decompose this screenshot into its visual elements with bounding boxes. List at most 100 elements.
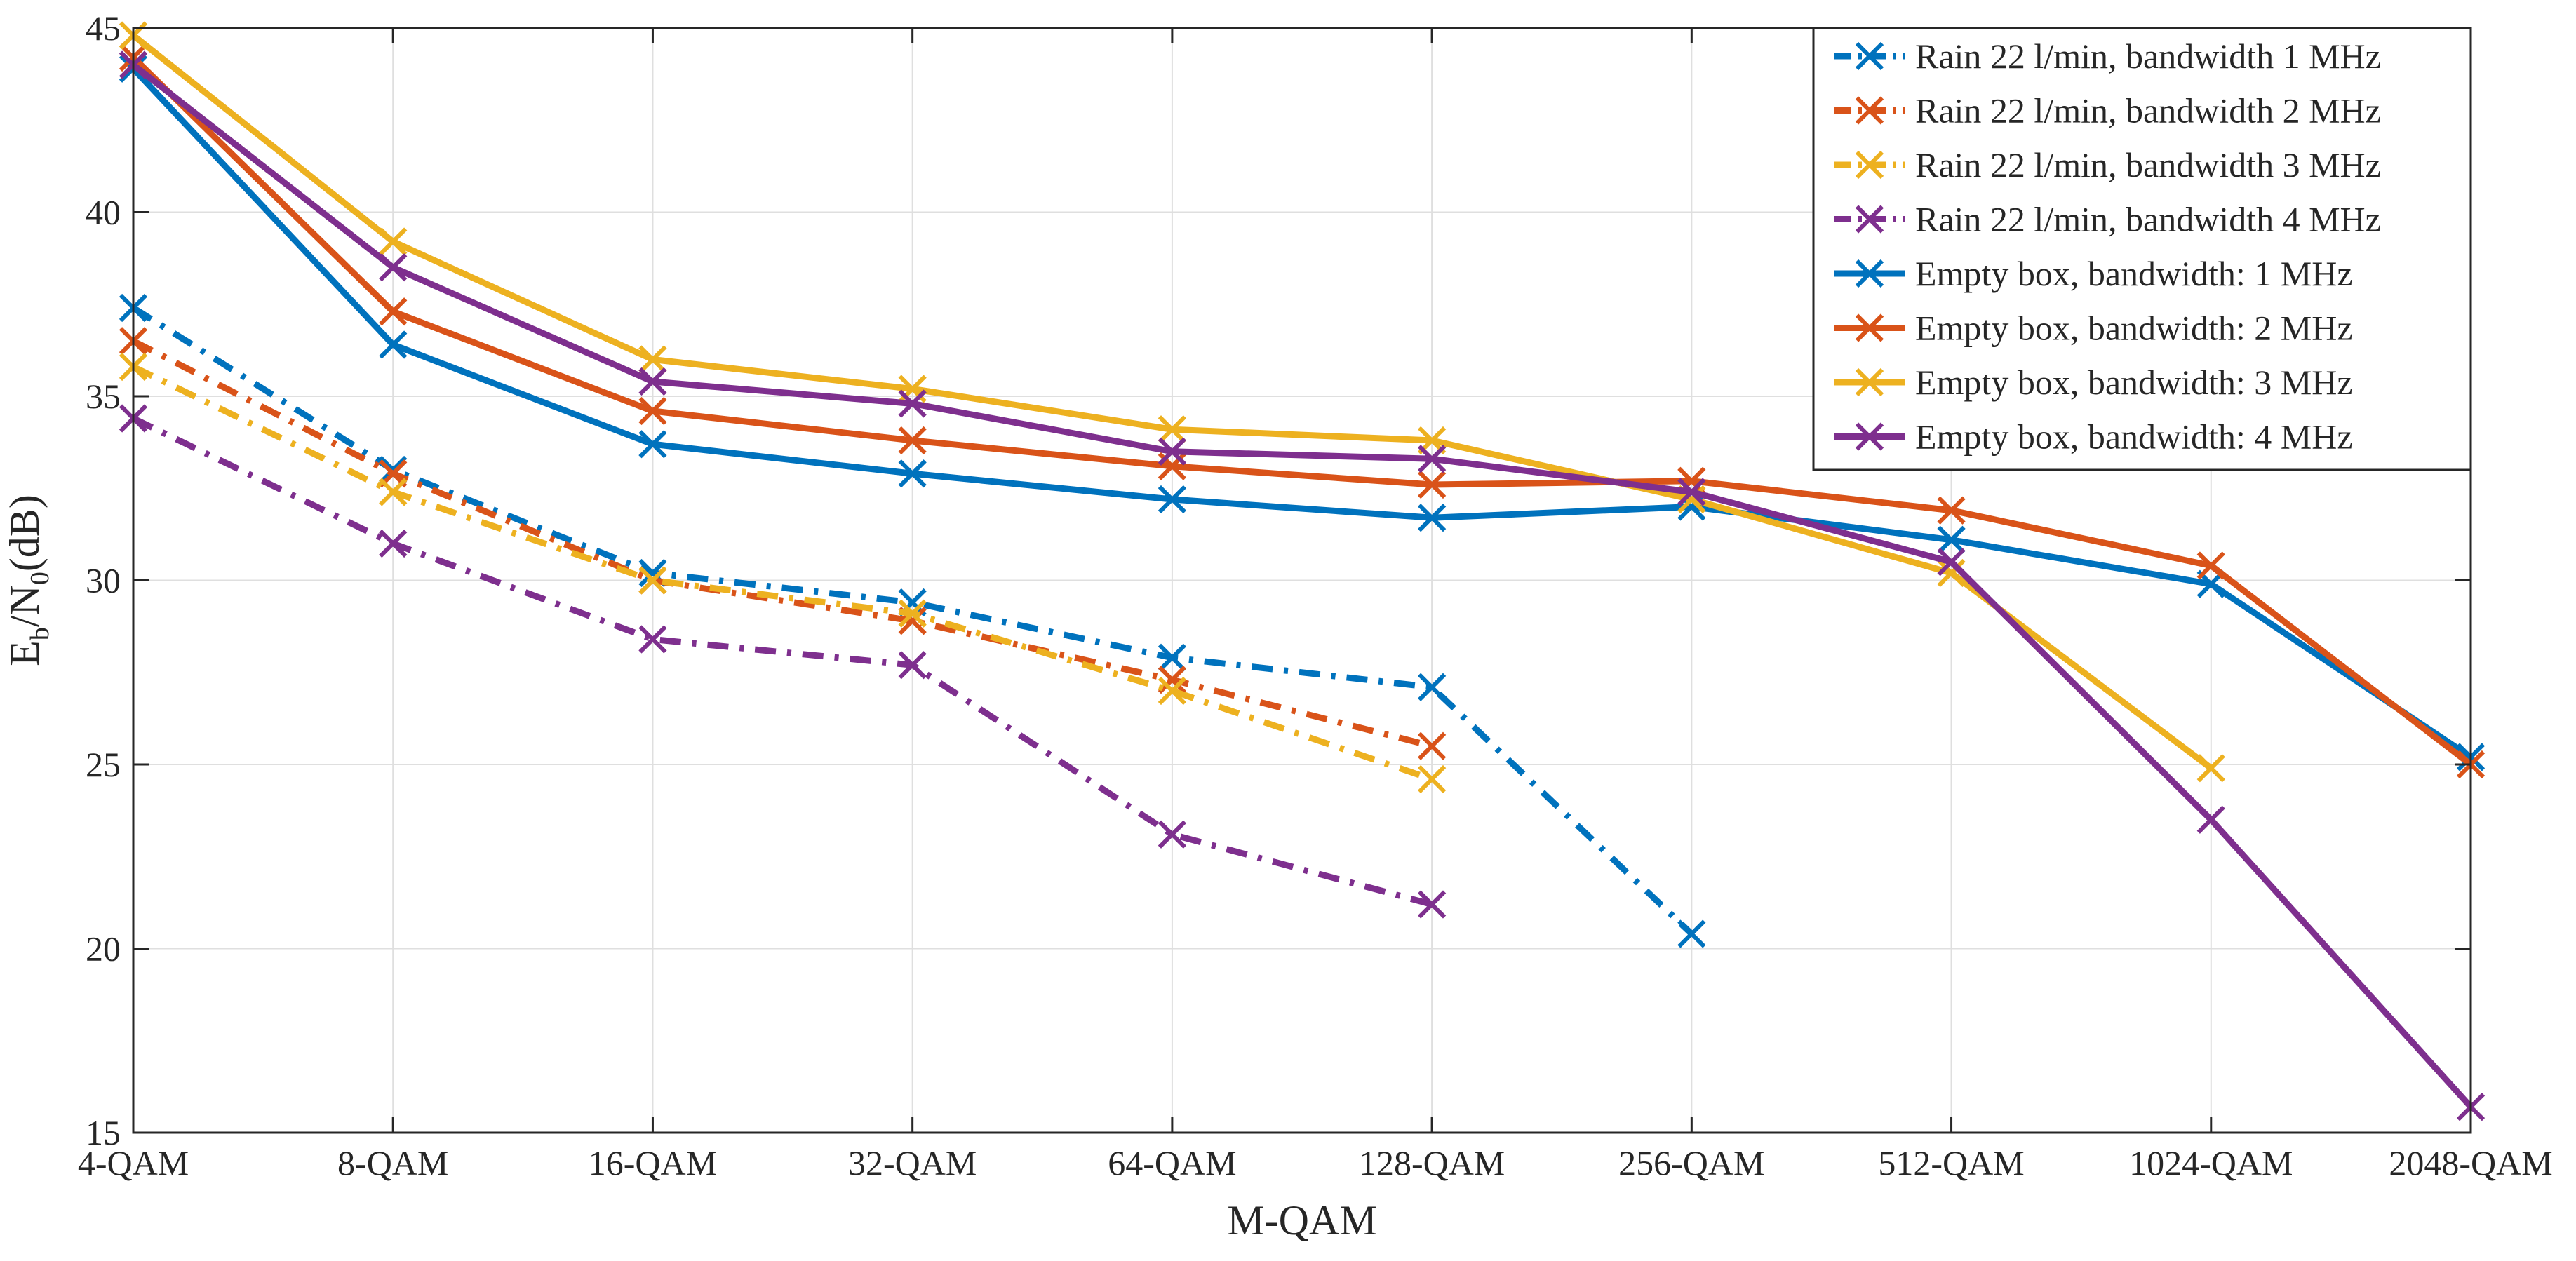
y-tick-label: 20	[86, 929, 121, 969]
legend-label: Rain 22 l/min, bandwidth 2 MHz	[1915, 91, 2381, 130]
data-point-x-marker	[1158, 666, 1187, 694]
data-point-x-marker	[1417, 890, 1447, 919]
y-tick-label: 45	[86, 8, 121, 48]
x-tick-label: 512-QAM	[1878, 1143, 2024, 1182]
data-point-x-marker	[379, 478, 408, 506]
y-label-slash: /N	[1, 585, 48, 627]
legend-item-7: Empty box, bandwidth: 3 MHz	[1834, 363, 2353, 402]
data-point-x-marker	[379, 529, 408, 558]
x-tick-label: 256-QAM	[1618, 1143, 1764, 1182]
legend-marker	[1855, 313, 1884, 342]
data-point-x-marker	[638, 345, 667, 374]
series-7	[119, 21, 2225, 783]
legend-marker	[1855, 150, 1884, 180]
legend-marker	[1855, 422, 1884, 451]
y-label-sub2: 0	[25, 572, 55, 585]
x-tick-label: 4-QAM	[78, 1143, 189, 1182]
data-point-x-marker	[898, 459, 927, 488]
legend-item-4: Rain 22 l/min, bandwidth 4 MHz	[1834, 200, 2381, 239]
legend-marker	[1855, 367, 1884, 397]
legend: Rain 22 l/min, bandwidth 1 MHz Rain 22 l/…	[1812, 27, 2472, 471]
x-tick-label: 16-QAM	[589, 1143, 717, 1182]
data-point-x-marker	[1417, 470, 1447, 499]
legend-box	[1812, 27, 2472, 471]
data-point-x-marker	[1417, 504, 1447, 532]
data-point-x-marker	[379, 227, 408, 256]
legend-label: Empty box, bandwidth: 3 MHz	[1915, 363, 2353, 402]
legend-marker	[1855, 259, 1884, 288]
data-point-x-marker	[1937, 548, 1966, 576]
y-label-unit: (dB)	[1, 494, 48, 572]
data-point-x-marker	[1417, 764, 1447, 794]
series-1	[119, 293, 1706, 948]
data-point-x-marker	[1417, 445, 1447, 473]
x-tick-label: 8-QAM	[337, 1143, 448, 1182]
y-tick-label: 30	[86, 561, 121, 600]
data-point-x-marker	[379, 330, 408, 359]
data-point-x-marker	[1158, 437, 1187, 466]
series-line	[131, 62, 2474, 1110]
data-point-x-marker	[379, 297, 408, 326]
data-point-x-marker	[898, 389, 927, 418]
data-point-x-marker	[379, 253, 408, 282]
series-8	[119, 50, 2486, 1121]
series-line	[130, 66, 2473, 760]
legend-label: Empty box, bandwidth: 1 MHz	[1915, 254, 2353, 293]
data-point-x-marker	[638, 430, 667, 459]
series-line	[132, 363, 1433, 783]
data-point-x-marker	[1677, 478, 1706, 506]
x-tick-label: 32-QAM	[848, 1143, 977, 1182]
y-label-main: E	[1, 640, 48, 666]
x-axis-label: M-QAM	[1227, 1197, 1376, 1243]
y-tick-label: 35	[86, 377, 121, 416]
y-axis-label: Eb/N0(dB)	[1, 494, 55, 666]
data-point-x-marker	[898, 599, 927, 628]
legend-item-8: Empty box, bandwidth: 4 MHz	[1834, 417, 2353, 457]
data-point-x-marker	[2196, 551, 2225, 580]
y-label-sub1: b	[25, 627, 55, 640]
data-point-x-marker	[1158, 643, 1187, 672]
legend-label: Rain 22 l/min, bandwidth 4 MHz	[1915, 200, 2381, 239]
data-point-x-marker	[1937, 525, 1966, 554]
data-point-x-marker	[1937, 496, 1966, 525]
x-axis-ticks: 4-QAM 8-QAM 16-QAM 32-QAM 64-QAM 128-QAM 256-Q…	[78, 28, 2553, 1182]
x-tick-label: 1024-QAM	[2129, 1143, 2293, 1182]
data-point-x-marker	[1158, 485, 1187, 514]
legend-marker	[1855, 205, 1884, 234]
data-point-x-marker	[1417, 731, 1447, 760]
data-point-x-marker	[898, 651, 927, 680]
data-point-x-marker	[1158, 415, 1187, 444]
data-point-x-marker	[1417, 673, 1447, 701]
legend-item-1: Rain 22 l/min, bandwidth 1 MHz	[1834, 36, 2381, 76]
x-tick-label: 64-QAM	[1108, 1143, 1236, 1182]
data-point-x-marker	[638, 625, 667, 654]
data-point-x-marker	[638, 367, 667, 396]
legend-label: Empty box, bandwidth: 4 MHz	[1915, 417, 2353, 457]
series-line	[130, 55, 2473, 767]
data-point-x-marker	[1937, 558, 1966, 588]
legend-label: Empty box, bandwidth: 2 MHz	[1915, 309, 2353, 348]
x-tick-label: 128-QAM	[1359, 1143, 1505, 1182]
legend-item-5: Empty box, bandwidth: 1 MHz	[1834, 254, 2353, 293]
legend-item-2: Rain 22 l/min, bandwidth 2 MHz	[1834, 91, 2381, 130]
legend-marker	[1855, 41, 1884, 71]
data-point-x-marker	[638, 396, 667, 426]
y-tick-label: 15	[86, 1113, 121, 1152]
legend-marker	[1855, 96, 1884, 125]
legend-item-6: Empty box, bandwidth: 2 MHz	[1834, 309, 2353, 348]
series-line	[132, 415, 1433, 908]
data-point-x-marker	[638, 566, 667, 595]
series-line	[131, 338, 1433, 750]
y-axis-ticks: 15 20 25 30 35 40 45	[86, 8, 2471, 1152]
legend-label: Rain 22 l/min, bandwidth 3 MHz	[1915, 145, 2381, 184]
data-point-x-marker	[1158, 820, 1187, 849]
y-tick-label: 25	[86, 745, 121, 784]
legend-item-3: Rain 22 l/min, bandwidth 3 MHz	[1834, 145, 2381, 184]
data-point-x-marker	[1677, 919, 1706, 948]
series-layer	[119, 21, 2486, 1121]
y-tick-label: 40	[86, 193, 121, 232]
data-point-x-marker	[2196, 754, 2225, 783]
data-point-x-marker	[898, 426, 927, 455]
x-tick-label: 2048-QAM	[2389, 1143, 2552, 1182]
